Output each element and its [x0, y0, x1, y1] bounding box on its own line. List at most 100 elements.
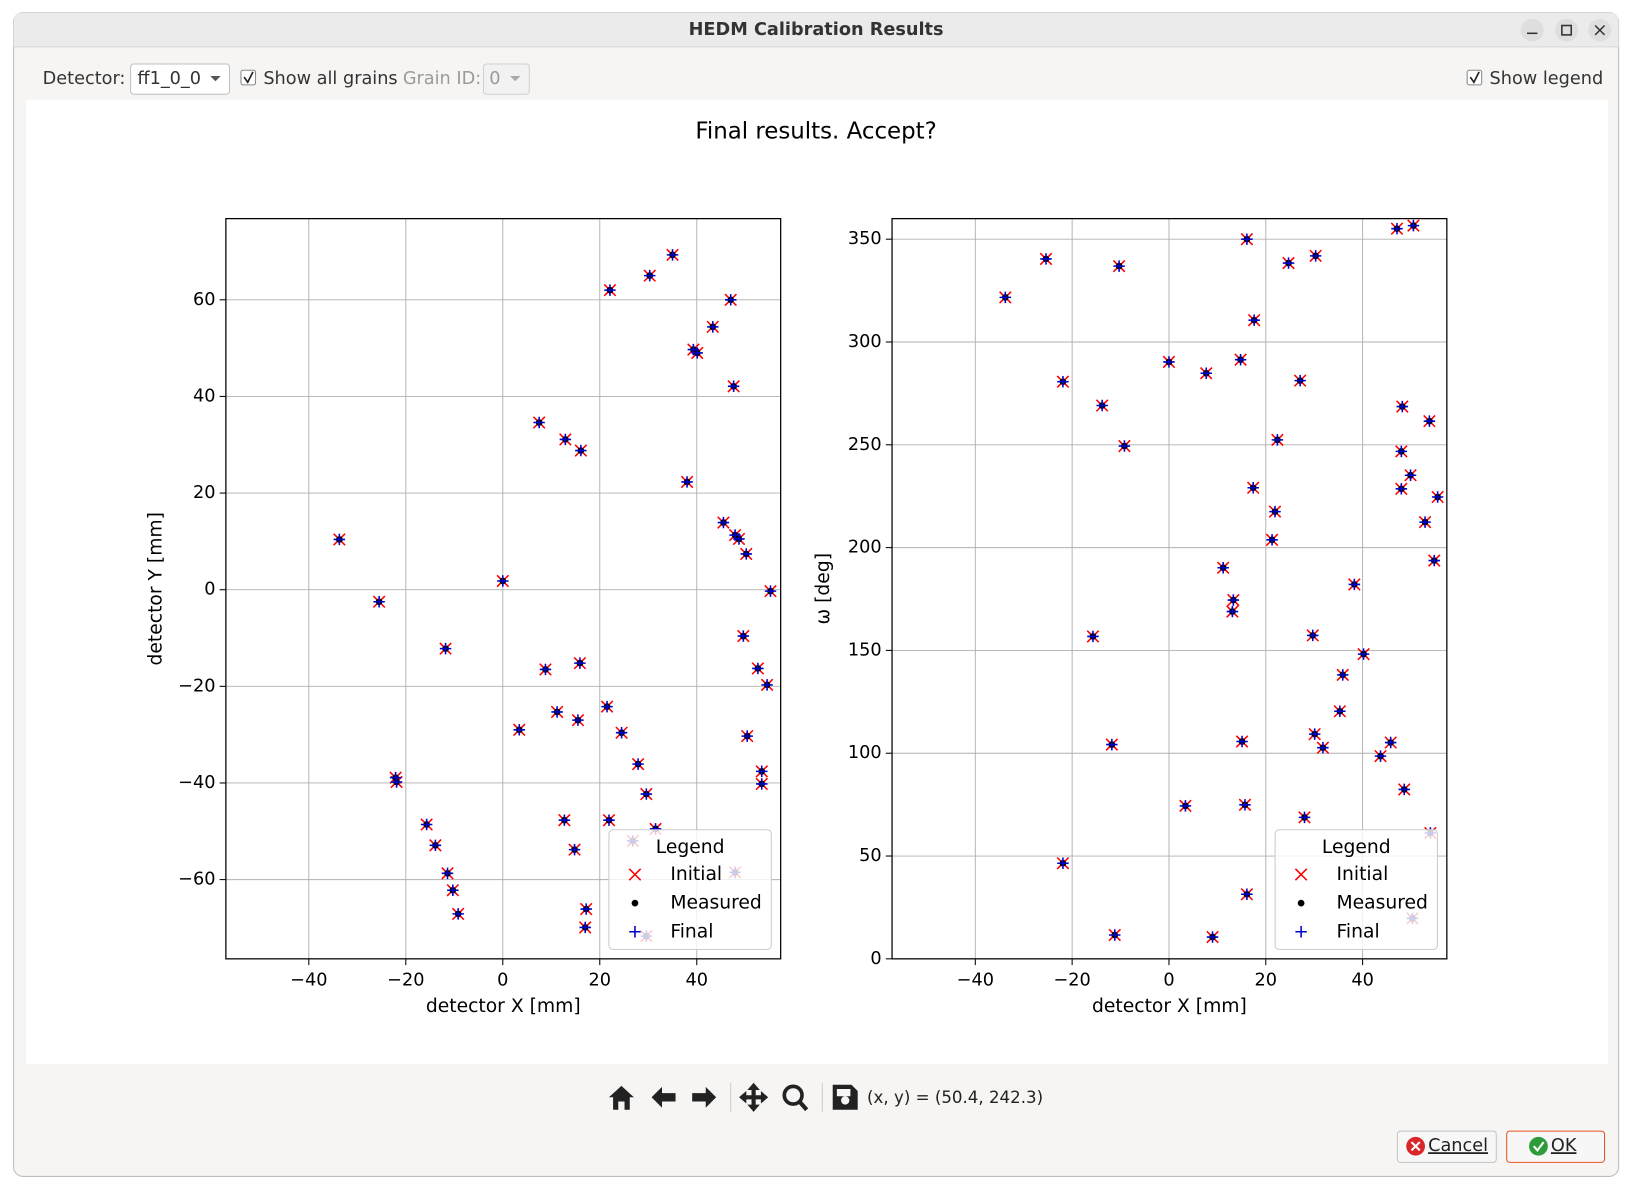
- final-point: [1241, 233, 1253, 245]
- y-tick-label: 50: [859, 846, 882, 866]
- y-tick-label: 0: [870, 949, 881, 969]
- final-point: [1106, 738, 1118, 751]
- final-point: [439, 642, 452, 655]
- legend-marker: [1297, 899, 1305, 907]
- y-tick-label: 150: [848, 640, 882, 660]
- save-button[interactable]: [832, 1084, 858, 1110]
- x-tick-label: 40: [686, 971, 709, 991]
- detector-dropdown[interactable]: [130, 63, 231, 95]
- legend-label: Measured: [1337, 893, 1428, 914]
- final-point: [551, 706, 563, 718]
- final-point: [1374, 750, 1387, 762]
- final-point: [707, 321, 719, 333]
- final-point: [1396, 400, 1409, 413]
- final-point: [574, 657, 586, 669]
- checkmark: [243, 71, 254, 84]
- final-point: [1234, 353, 1247, 366]
- final-point: [1241, 888, 1253, 901]
- final-point: [1298, 811, 1311, 824]
- plots: −40 −20 0 20 40 −60 −40 −20 0 20 40 60 detector X [m…: [146, 218, 1448, 1017]
- final-point: [1163, 356, 1175, 368]
- final-point: [1334, 705, 1346, 718]
- nav-toolbar: [608, 1082, 858, 1112]
- final-point: [640, 788, 653, 800]
- back-button[interactable]: [651, 1086, 676, 1108]
- final-point: [999, 291, 1012, 304]
- y-tick-label: 60: [193, 290, 216, 310]
- pan-button[interactable]: [739, 1082, 769, 1112]
- final-point: [452, 908, 464, 920]
- final-point: [717, 516, 730, 529]
- final-point: [737, 630, 750, 642]
- final-point: [615, 726, 628, 739]
- final-point: [632, 758, 644, 770]
- axes-frame: [891, 218, 1448, 960]
- x-tick-label: −40: [957, 971, 994, 991]
- final-point: [1057, 857, 1069, 869]
- final-point: [764, 585, 777, 597]
- cancel-icon-cross: [1410, 1141, 1421, 1152]
- final-point: [1294, 374, 1306, 387]
- final-point: [1395, 483, 1408, 495]
- final-point: [761, 679, 773, 691]
- final-point: [1337, 669, 1349, 681]
- y-tick-label: 40: [193, 386, 216, 406]
- y-tick-label: 300: [848, 332, 882, 352]
- final-point: [666, 249, 679, 261]
- final-point: [1200, 367, 1212, 379]
- legend-label: Initial: [1337, 864, 1389, 885]
- legend-marker: [1295, 926, 1307, 938]
- final-point: [691, 347, 703, 359]
- maximize-button[interactable]: [1555, 18, 1578, 42]
- zoom-button[interactable]: [782, 1084, 804, 1106]
- ok-label: OK: [1551, 1136, 1577, 1156]
- show-legend-label: Show legend: [1490, 69, 1604, 89]
- final-point: [1271, 434, 1284, 446]
- x-tick-label: 20: [589, 971, 612, 991]
- final-point: [533, 416, 545, 429]
- final-point: [447, 884, 459, 896]
- legend-label: Final: [670, 921, 713, 942]
- legend-title: Legend: [1322, 837, 1391, 858]
- detector-value: ff1_0_0: [137, 69, 201, 89]
- final-point: [1317, 741, 1329, 754]
- minimize-button[interactable]: [1520, 18, 1544, 42]
- final-point: [1236, 735, 1248, 748]
- cancel-label: Cancel: [1428, 1136, 1488, 1156]
- final-point: [603, 814, 615, 826]
- final-point: [756, 778, 768, 790]
- final-point: [1266, 534, 1278, 546]
- x-tick-label: −40: [290, 971, 327, 991]
- final-point: [1113, 260, 1125, 272]
- y-axis-label: detector Y [mm]: [146, 512, 167, 665]
- legend-label: Initial: [670, 864, 722, 885]
- final-point: [1428, 554, 1440, 567]
- final-point: [1226, 605, 1239, 618]
- window-title: HEDM Calibration Results: [689, 20, 944, 40]
- final-point: [558, 814, 571, 826]
- final-point: [644, 269, 656, 282]
- forward-button[interactable]: [692, 1086, 717, 1108]
- ok-icon-check: [1532, 1141, 1545, 1153]
- x-axis-label: detector X [mm]: [1092, 996, 1247, 1017]
- ok-button[interactable]: [1506, 1130, 1606, 1163]
- show-all-grains-label: Show all grains: [263, 69, 397, 89]
- cancel-button[interactable]: [1396, 1130, 1497, 1163]
- final-point: [1384, 736, 1397, 749]
- final-point: [1227, 594, 1240, 606]
- x-tick-label: 40: [1351, 971, 1374, 991]
- dropdown-arrow: [510, 75, 521, 82]
- final-point: [1057, 375, 1069, 388]
- home-button[interactable]: [608, 1085, 634, 1110]
- grain-id-spinbox[interactable]: [482, 63, 530, 95]
- final-point: [681, 476, 693, 488]
- final-point: [1431, 491, 1444, 503]
- final-point: [1269, 505, 1281, 518]
- final-point: [1395, 445, 1408, 458]
- legend-marker: [629, 926, 641, 938]
- final-point: [579, 921, 591, 934]
- final-point: [1404, 469, 1417, 481]
- y-tick-label: 20: [193, 483, 216, 503]
- final-point: [420, 818, 433, 831]
